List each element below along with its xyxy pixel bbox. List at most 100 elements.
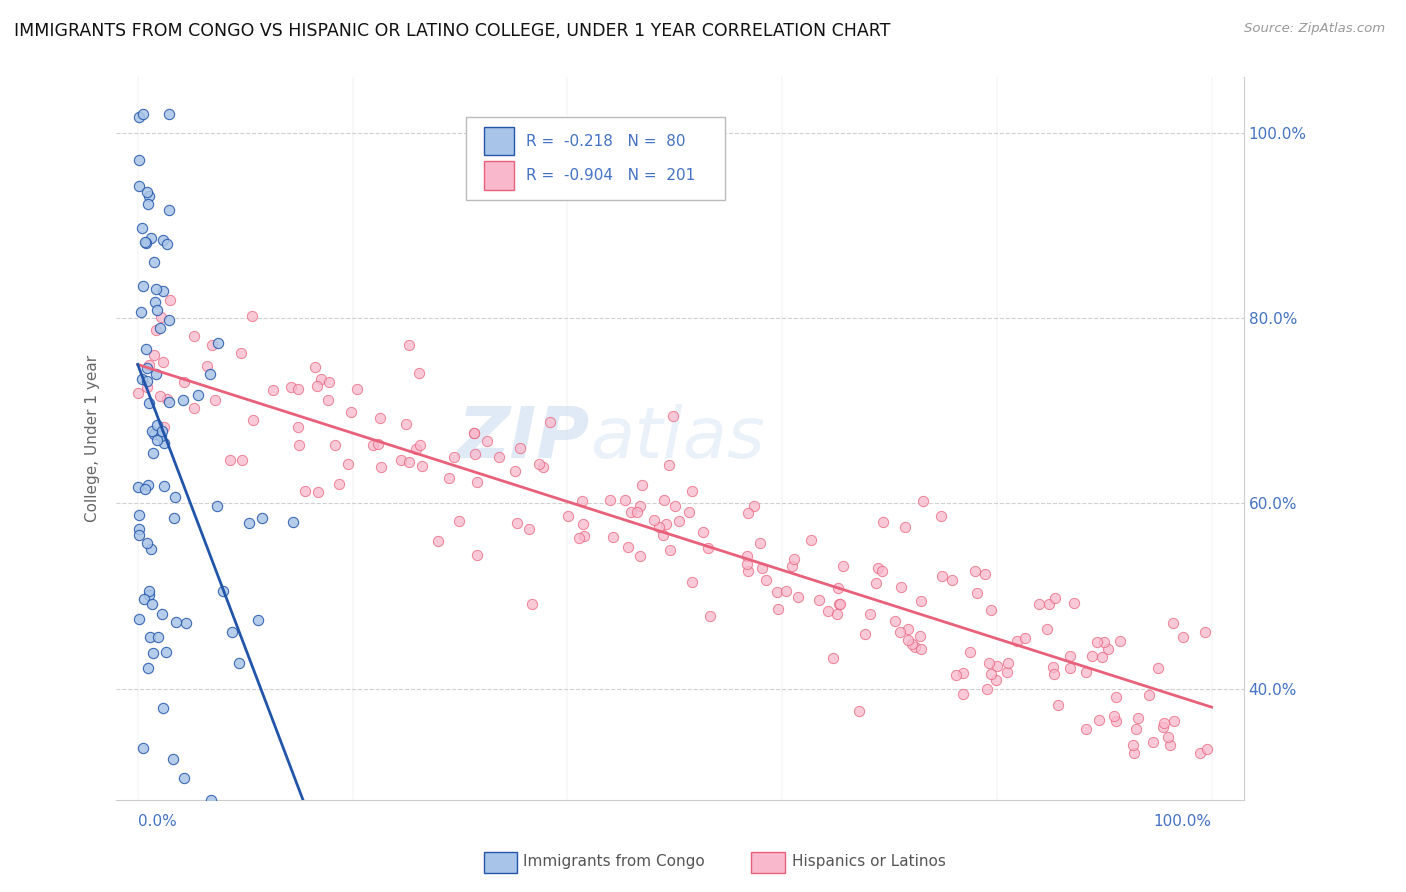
- Point: [783, 552, 806, 566]
- Point: [183, 328, 205, 343]
- Point: [131, 220, 153, 235]
- Point: [411, 458, 433, 473]
- Point: [1043, 667, 1066, 681]
- Point: [1005, 633, 1028, 648]
- Point: [755, 574, 778, 588]
- Point: [827, 581, 849, 595]
- Point: [426, 534, 449, 549]
- Point: [848, 705, 870, 719]
- Point: [156, 236, 179, 251]
- Point: [173, 771, 195, 785]
- Point: [128, 110, 150, 124]
- Text: Immigrants from Congo: Immigrants from Congo: [523, 855, 704, 869]
- Point: [1074, 665, 1097, 680]
- Point: [143, 295, 166, 310]
- Point: [620, 505, 643, 519]
- Point: [323, 438, 346, 452]
- Point: [828, 598, 851, 612]
- Point: [135, 186, 157, 200]
- Point: [1128, 711, 1150, 725]
- Point: [361, 438, 384, 452]
- Point: [367, 436, 389, 450]
- Point: [143, 348, 166, 362]
- Point: [1059, 660, 1081, 674]
- Point: [901, 637, 924, 651]
- Point: [889, 625, 911, 640]
- Point: [904, 640, 927, 655]
- Point: [1080, 648, 1102, 663]
- Point: [699, 608, 721, 623]
- Point: [398, 338, 420, 352]
- Point: [139, 541, 162, 556]
- Point: [146, 433, 169, 447]
- Point: [368, 411, 391, 425]
- Point: [828, 597, 851, 611]
- Point: [183, 401, 205, 416]
- Point: [149, 321, 172, 335]
- Point: [370, 459, 392, 474]
- Point: [1194, 625, 1216, 640]
- Point: [132, 740, 155, 755]
- Point: [132, 279, 155, 293]
- Point: [128, 508, 150, 522]
- Point: [662, 409, 685, 423]
- Point: [488, 450, 510, 465]
- Point: [664, 500, 686, 514]
- Point: [1163, 616, 1185, 631]
- Point: [127, 386, 149, 401]
- Point: [617, 540, 640, 554]
- Point: [897, 623, 920, 637]
- Point: [884, 614, 907, 628]
- Point: [153, 436, 176, 450]
- Point: [787, 590, 810, 604]
- Point: [697, 541, 720, 555]
- Point: [976, 681, 998, 696]
- Point: [652, 492, 675, 507]
- Point: [318, 375, 340, 389]
- Point: [138, 358, 160, 372]
- Point: [866, 560, 889, 574]
- Point: [463, 425, 485, 440]
- Point: [952, 665, 974, 680]
- Point: [825, 607, 848, 622]
- Point: [505, 465, 527, 479]
- Point: [242, 413, 264, 427]
- Point: [135, 535, 157, 549]
- Point: [477, 434, 499, 449]
- Point: [200, 793, 222, 807]
- Point: [817, 604, 839, 618]
- Point: [890, 580, 912, 594]
- Point: [134, 592, 156, 607]
- Point: [172, 392, 194, 407]
- Point: [146, 630, 169, 644]
- Point: [205, 500, 228, 514]
- Point: [145, 303, 167, 318]
- Point: [405, 442, 427, 456]
- Point: [153, 420, 176, 434]
- Point: [146, 417, 169, 432]
- Point: [1122, 738, 1144, 752]
- Text: R =  -0.218   N =  80: R = -0.218 N = 80: [526, 134, 685, 148]
- Point: [155, 645, 177, 659]
- Point: [986, 673, 1008, 687]
- Point: [893, 520, 915, 534]
- Point: [859, 607, 882, 621]
- Point: [262, 384, 284, 398]
- Point: [668, 514, 690, 528]
- Point: [288, 438, 311, 452]
- Point: [145, 367, 167, 381]
- Point: [136, 361, 159, 376]
- Point: [155, 392, 177, 407]
- Point: [328, 476, 350, 491]
- Point: [307, 378, 329, 392]
- Point: [751, 561, 773, 575]
- Point: [287, 382, 309, 396]
- Point: [1045, 591, 1067, 606]
- Point: [1042, 660, 1064, 674]
- Point: [152, 233, 174, 247]
- Point: [174, 616, 197, 631]
- Point: [346, 383, 368, 397]
- Point: [219, 453, 242, 467]
- Point: [250, 510, 273, 524]
- Point: [568, 531, 591, 545]
